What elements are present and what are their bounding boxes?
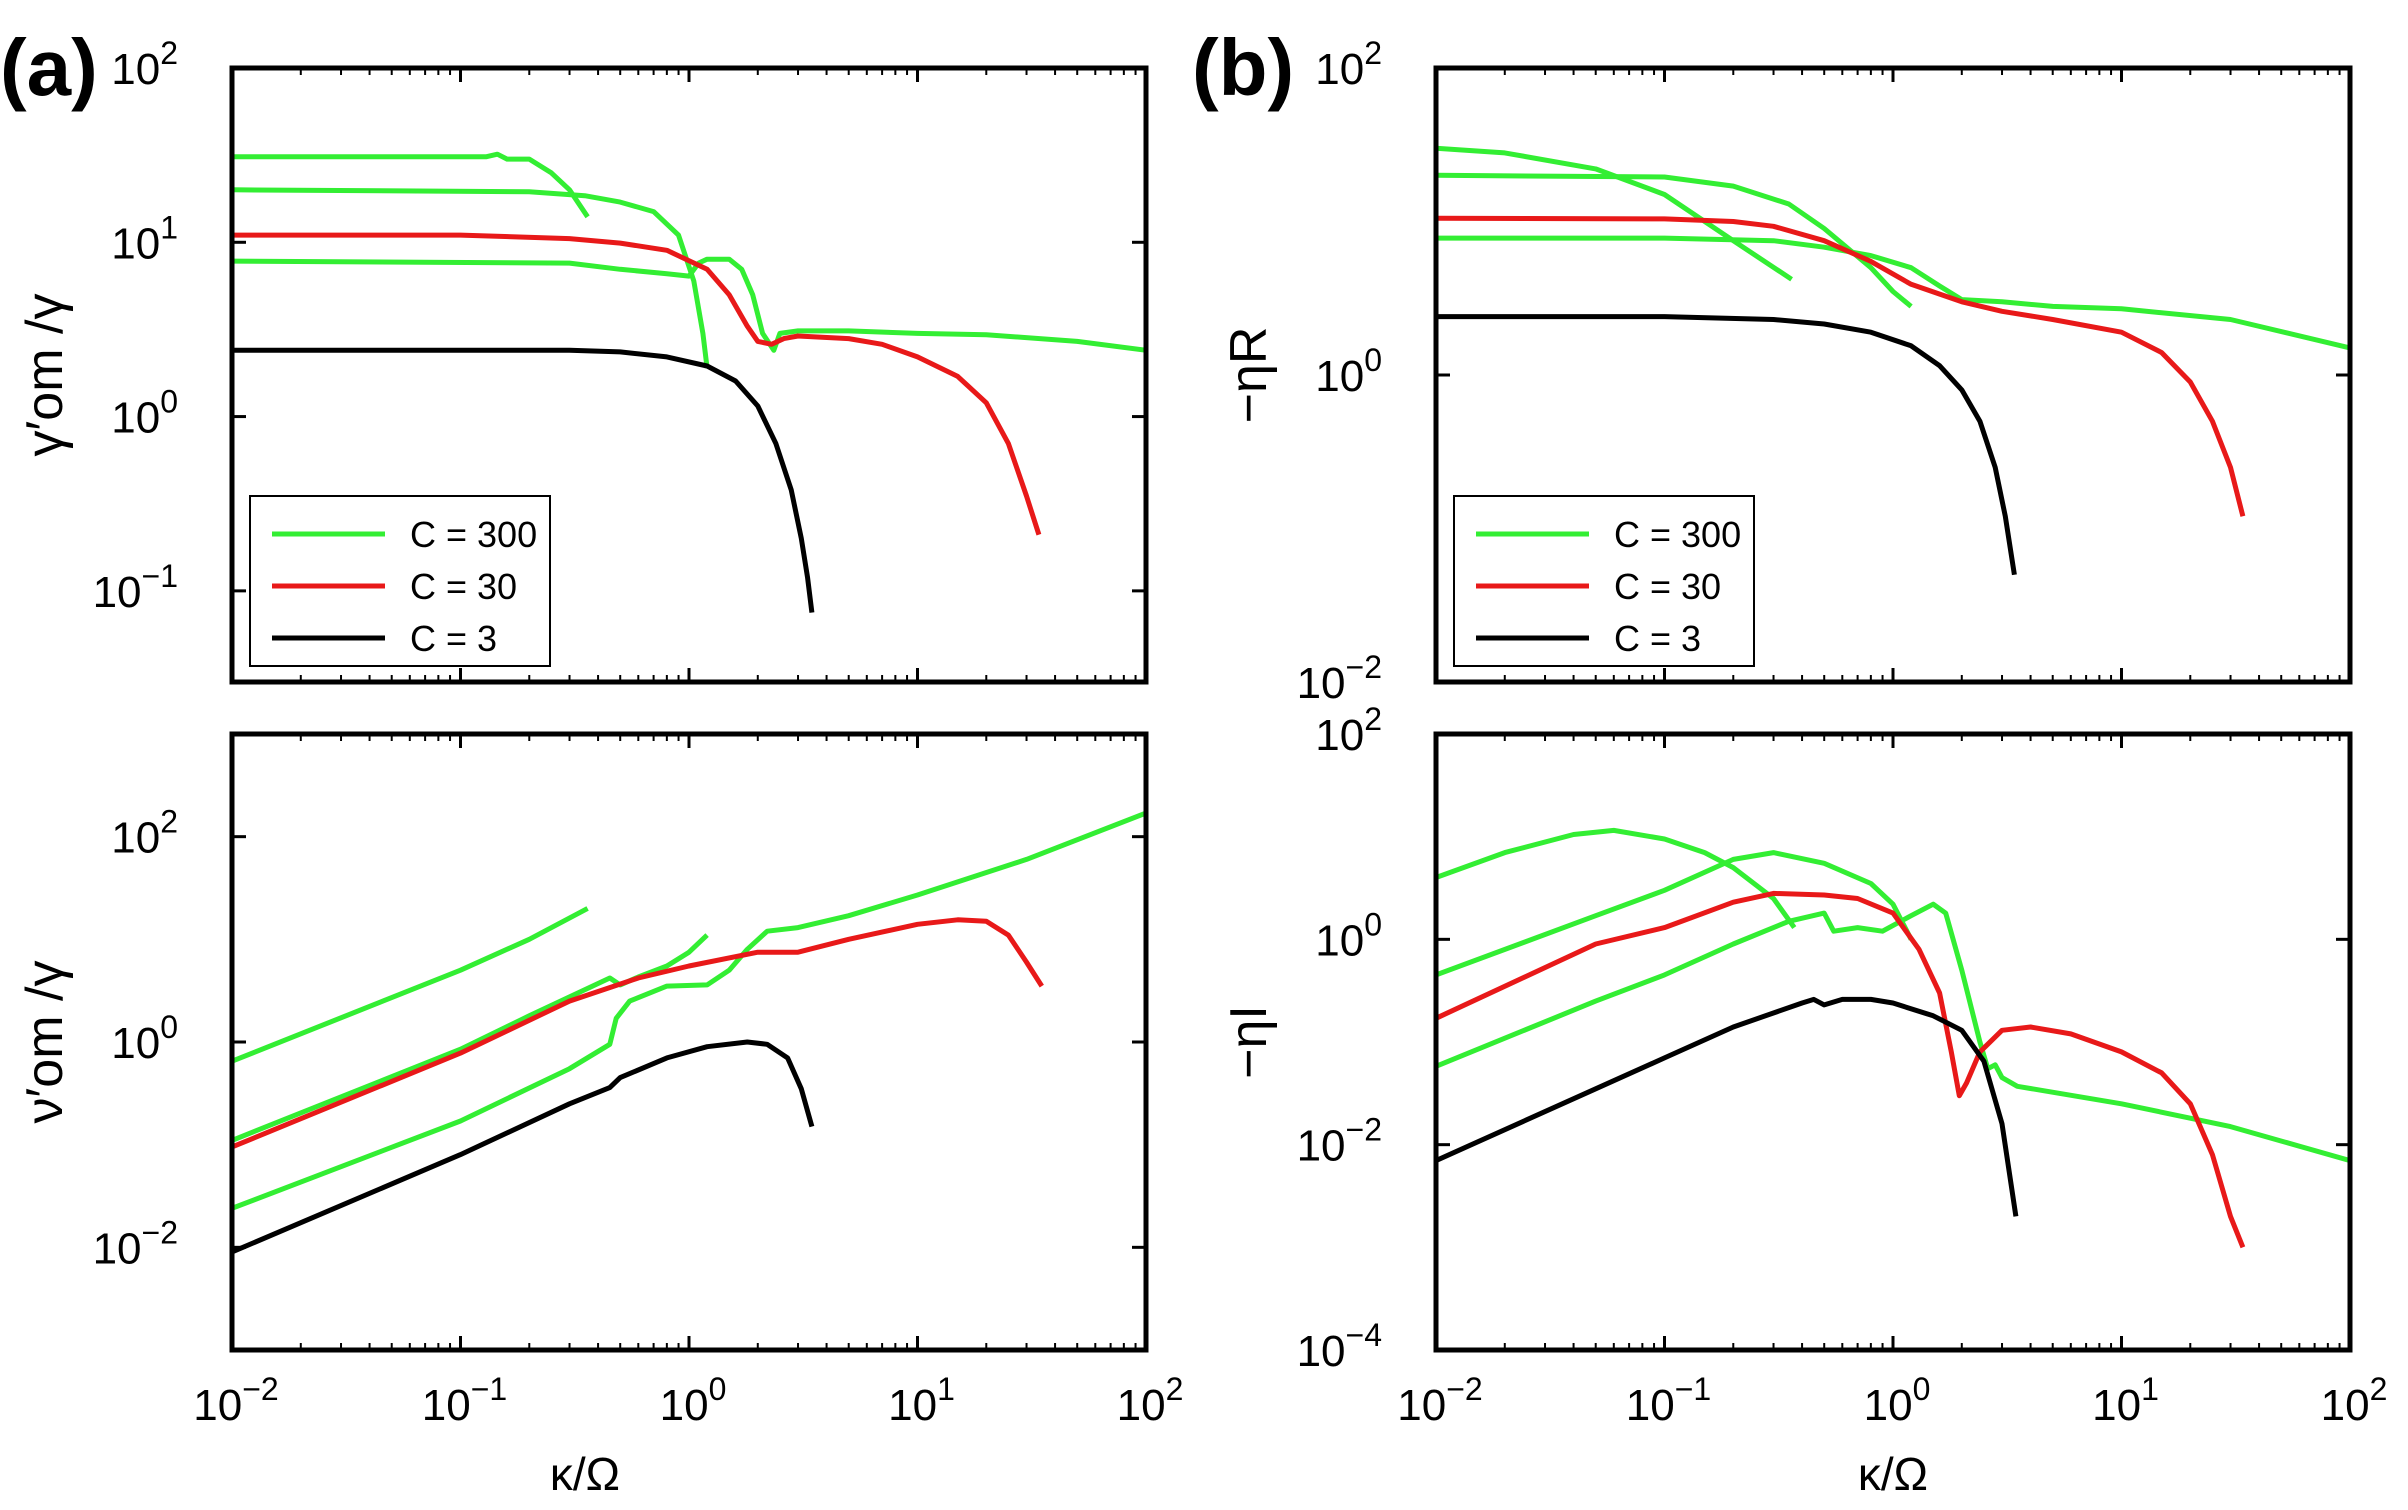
y-tick-label: 102 (111, 35, 178, 94)
y-tick-label: 100 (111, 1009, 178, 1068)
series-line-300-1 (1436, 172, 1913, 309)
y-axis-label: γ′om /γ (16, 294, 74, 457)
legend-entry: C = 30 (410, 566, 517, 607)
y-axis-label: −ηR (1220, 327, 1278, 424)
y-axis-label: −ηI (1220, 1005, 1278, 1079)
legend: C = 300 C = 30 C = 3 (1453, 495, 1755, 667)
panel-label-b: (b) (1192, 23, 1294, 112)
y-tick-label: 100 (1315, 342, 1382, 401)
chart-a-bottom: 10−2 10−1 100 101 102 10−2 100 102 ν′om /γ (16, 731, 1184, 1430)
legend: C = 300 C = 30 C = 3 (249, 495, 551, 667)
x-tick-label: 100 (660, 1371, 727, 1430)
series-line-3-4 (1436, 996, 2019, 1217)
x-tick-label: 101 (888, 1371, 955, 1430)
axis-ticks (230, 734, 1148, 1350)
axis-ticks (1434, 732, 2352, 1352)
legend-entry: C = 3 (1614, 618, 1701, 659)
series-line-300-1 (1436, 850, 1914, 978)
series-line-300-1 (232, 187, 710, 369)
series-line-300-0 (232, 906, 589, 1064)
series-line-3-4 (232, 1039, 815, 1255)
x-tick-label: 102 (2321, 1371, 2388, 1430)
x-axis-label-b: κ/Ω (1858, 1448, 1928, 1500)
series-line-3-4 (232, 347, 815, 613)
y-tick-label: 101 (111, 209, 178, 268)
y-tick-label: 100 (111, 384, 178, 443)
series-line-300-2 (1436, 901, 2350, 1164)
plot-frame (229, 65, 1149, 685)
y-tick-label: 10−2 (93, 1214, 178, 1273)
x-tick-label: 102 (1117, 1371, 1184, 1430)
series-line-300-2 (232, 810, 1146, 1211)
x-tick-label: 10−1 (1626, 1371, 1711, 1430)
series-line-300-2 (232, 256, 1146, 353)
x-tick-label: 10−2 (193, 1371, 278, 1430)
x-tick-label: 101 (2092, 1371, 2159, 1430)
y-tick-label: 10−2 (1297, 649, 1382, 708)
chart-b-bottom: 10−2 10−1 100 101 102 10−4 10−2 100 102 −ηI (1220, 701, 2387, 1430)
y-tick-label: 102 (111, 804, 178, 863)
y-axis-label: ν′om /γ (16, 961, 74, 1124)
series-line-300-0 (1436, 827, 1797, 930)
chart-b-top: 10−2 100 102 −ηR C = 300 C = 30 C = 3 (1220, 35, 2353, 708)
series-line-30-3 (232, 232, 1042, 536)
series-line-300-0 (232, 151, 590, 219)
plot-frame (1433, 731, 2353, 1353)
series-line-3-4 (1436, 314, 2017, 576)
x-tick-label: 10−1 (422, 1371, 507, 1430)
y-tick-label: 10−4 (1297, 1317, 1382, 1376)
series-line-30-3 (1436, 215, 2246, 517)
legend-entry: C = 300 (410, 514, 537, 555)
y-tick-label: 100 (1315, 906, 1382, 965)
x-axis-label-a: κ/Ω (550, 1448, 620, 1500)
y-tick-label: 10−1 (93, 558, 178, 617)
plot-frame (229, 731, 1149, 1353)
x-tick-label: 10−2 (1397, 1371, 1482, 1430)
chart-a-top: 10−1 100 101 102 γ′om /γ C = 300 C = 30 C = 3 (16, 35, 1149, 685)
series-line-300-0 (1436, 145, 1793, 282)
series-line-30-3 (1436, 890, 2246, 1249)
legend-entry: C = 30 (1614, 566, 1721, 607)
plot-frame (1433, 65, 2353, 685)
series-line-300-2 (1436, 235, 2350, 351)
y-tick-label: 102 (1315, 35, 1382, 94)
legend-entry: C = 300 (1614, 514, 1741, 555)
legend-entry: C = 3 (410, 618, 497, 659)
panel-label-a: (a) (0, 23, 98, 112)
series-line-30-3 (232, 917, 1044, 1150)
x-tick-label: 100 (1864, 1371, 1931, 1430)
y-tick-label: 102 (1315, 701, 1382, 760)
y-tick-label: 10−2 (1297, 1112, 1382, 1171)
